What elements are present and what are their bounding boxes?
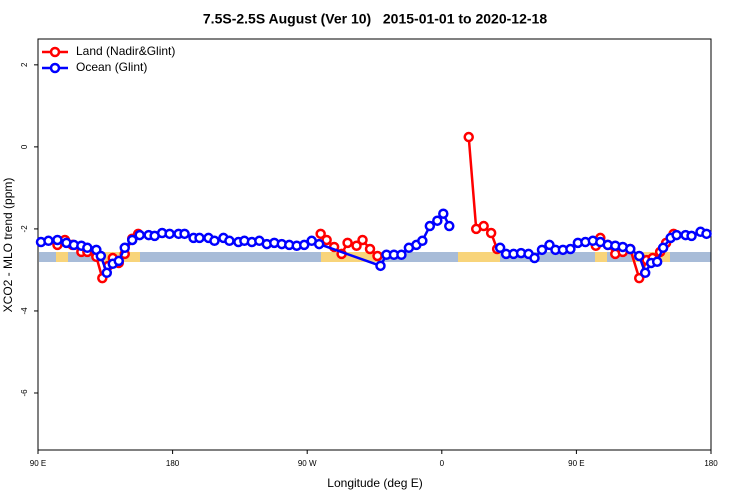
point	[686, 230, 697, 242]
point	[52, 234, 63, 246]
point	[396, 249, 407, 261]
point	[671, 229, 682, 241]
point	[485, 227, 497, 239]
chart-title: 7.5S-2.5S August (Ver 10) 2015-01-01 to …	[203, 11, 547, 27]
point	[536, 244, 548, 256]
y-tick-label: 2	[20, 62, 29, 67]
point	[494, 242, 506, 254]
point	[315, 228, 326, 240]
point	[444, 220, 455, 232]
land-strip	[56, 252, 68, 262]
point	[372, 250, 383, 262]
point	[364, 243, 376, 255]
legend-marker	[49, 62, 61, 74]
y-axis-label: XCO2 - MLO trend (ppm)	[1, 178, 15, 313]
point	[529, 252, 540, 264]
point	[119, 242, 130, 254]
point	[321, 234, 332, 246]
point	[417, 235, 428, 247]
point	[478, 220, 489, 232]
land-strip	[458, 252, 500, 262]
point	[351, 240, 362, 251]
point	[639, 267, 651, 279]
point	[424, 220, 436, 232]
x-tick-label: 180	[166, 459, 180, 468]
point	[113, 255, 125, 267]
y-tick-label: -2	[20, 225, 29, 233]
point	[134, 229, 145, 241]
point	[164, 228, 175, 240]
point	[438, 208, 449, 219]
legend-label: Ocean (Glint)	[76, 60, 147, 74]
x-tick-label: 180	[704, 459, 718, 468]
point	[95, 250, 107, 262]
point	[565, 243, 576, 255]
x-tick-label: 90 W	[298, 459, 317, 468]
y-tick-label: -6	[20, 389, 29, 397]
point	[375, 260, 386, 272]
point	[126, 234, 138, 246]
point	[651, 256, 663, 267]
point	[194, 232, 205, 244]
point	[657, 242, 669, 254]
x-axis-label: Longitude (deg E)	[327, 476, 422, 490]
point	[357, 234, 368, 246]
legend-marker	[49, 46, 61, 58]
point	[179, 228, 190, 240]
point	[82, 242, 93, 254]
point	[342, 237, 353, 249]
x-tick-label: 0	[440, 459, 445, 468]
x-tick-label: 90 E	[30, 459, 46, 468]
y-tick-label: 0	[20, 144, 29, 149]
point	[209, 235, 220, 247]
point	[43, 235, 54, 247]
y-tick-label: -4	[20, 307, 29, 315]
x-tick-label: 90 E	[568, 459, 584, 468]
point	[624, 243, 636, 255]
land-strip	[321, 252, 379, 262]
point	[313, 238, 325, 250]
point	[101, 267, 113, 279]
point	[432, 215, 443, 226]
point	[298, 239, 310, 251]
point	[633, 250, 645, 262]
point	[224, 235, 235, 247]
point	[701, 228, 712, 240]
legend-label: Land (Nadir&Glint)	[76, 44, 175, 58]
land-strip	[595, 252, 607, 262]
point	[463, 131, 474, 143]
